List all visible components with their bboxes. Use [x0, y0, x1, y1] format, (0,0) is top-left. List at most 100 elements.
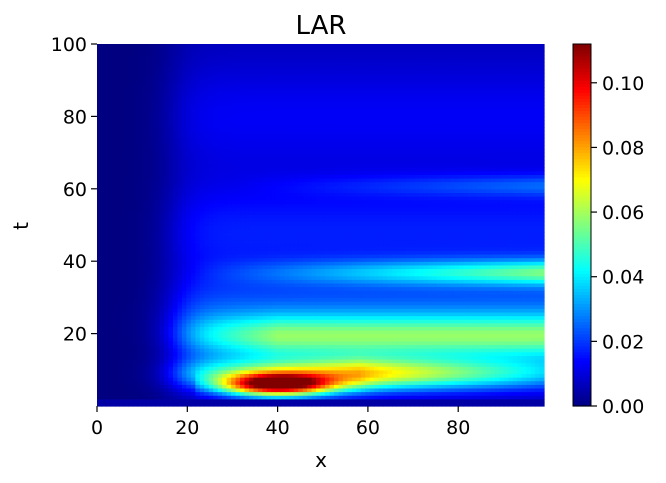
- heatmap-cell: [396, 257, 402, 262]
- heatmap-cell: [119, 290, 125, 295]
- heatmap-cell: [418, 395, 424, 400]
- heatmap-cell: [298, 243, 304, 248]
- heatmap-cell: [472, 333, 478, 338]
- heatmap-cell: [244, 391, 250, 396]
- heatmap-cell: [289, 355, 295, 360]
- heatmap-cell: [508, 272, 514, 277]
- heatmap-cell: [320, 290, 326, 295]
- heatmap-cell: [347, 322, 353, 327]
- heatmap-cell: [481, 304, 487, 309]
- heatmap-cell: [342, 348, 348, 353]
- heatmap-cell: [320, 282, 326, 288]
- heatmap-cell: [190, 243, 196, 248]
- heatmap-cell: [539, 257, 545, 262]
- heatmap-cell: [512, 275, 518, 280]
- heatmap-cell: [110, 246, 116, 251]
- heatmap-cell: [137, 344, 143, 349]
- heatmap-cell: [441, 282, 447, 288]
- heatmap-cell: [365, 308, 371, 313]
- heatmap-cell: [521, 315, 527, 320]
- heatmap-cell: [418, 344, 424, 349]
- heatmap-cell: [356, 380, 362, 385]
- heatmap-cell: [347, 243, 353, 248]
- heatmap-cell: [526, 322, 532, 327]
- heatmap-cell: [423, 250, 429, 255]
- heatmap-cell: [226, 358, 232, 364]
- heatmap-cell: [222, 362, 228, 367]
- heatmap-cell: [110, 239, 116, 244]
- heatmap-cell: [253, 329, 259, 335]
- heatmap-cell: [181, 279, 187, 284]
- heatmap-cell: [311, 257, 317, 262]
- heatmap-cell: [208, 308, 214, 313]
- heatmap-cell: [217, 395, 223, 400]
- heatmap-cell: [141, 358, 147, 364]
- heatmap-cell: [302, 319, 308, 324]
- heatmap-cell: [396, 344, 402, 349]
- heatmap-cell: [253, 326, 259, 331]
- heatmap-cell: [432, 246, 438, 251]
- heatmap-cell: [168, 272, 174, 277]
- heatmap-cell: [396, 398, 402, 403]
- heatmap-cell: [427, 311, 433, 317]
- heatmap-cell: [427, 322, 433, 327]
- heatmap-cell: [365, 348, 371, 353]
- heatmap-cell: [535, 246, 541, 251]
- heatmap-cell: [311, 308, 317, 313]
- heatmap-cell: [132, 261, 138, 266]
- heatmap-cell: [427, 398, 433, 403]
- heatmap-cell: [164, 279, 170, 284]
- heatmap-cell: [485, 402, 491, 407]
- heatmap-cell: [436, 253, 442, 259]
- heatmap-cell: [521, 250, 527, 255]
- heatmap-cell: [539, 380, 545, 385]
- heatmap-cell: [499, 358, 505, 364]
- heatmap-cell: [110, 329, 116, 335]
- heatmap-cell: [266, 402, 272, 407]
- heatmap-cell: [539, 308, 545, 313]
- heatmap-cell: [414, 384, 420, 389]
- heatmap-cell: [293, 264, 299, 270]
- heatmap-cell: [298, 239, 304, 244]
- heatmap-cell: [280, 286, 286, 291]
- heatmap-cell: [521, 398, 527, 403]
- heatmap-cell: [119, 253, 125, 259]
- heatmap-cell: [231, 333, 237, 338]
- heatmap-cell: [351, 358, 357, 364]
- heatmap-cell: [244, 304, 250, 309]
- heatmap-cell: [427, 329, 433, 335]
- heatmap-cell: [177, 286, 183, 291]
- heatmap-cell: [535, 384, 541, 389]
- heatmap-cell: [266, 228, 272, 233]
- heatmap-cell: [146, 398, 152, 403]
- heatmap-cell: [222, 235, 228, 241]
- heatmap-cell: [123, 315, 129, 320]
- heatmap-cell: [289, 315, 295, 320]
- heatmap-cell: [418, 282, 424, 288]
- heatmap-cell: [481, 290, 487, 295]
- heatmap-cell: [271, 377, 277, 382]
- heatmap-cell: [454, 329, 460, 335]
- heatmap-cell: [324, 319, 331, 324]
- heatmap-cell: [392, 366, 398, 371]
- heatmap-cell: [423, 301, 429, 306]
- heatmap-cell: [485, 391, 491, 396]
- heatmap-cell: [342, 395, 348, 400]
- heatmap-cell: [405, 326, 411, 331]
- heatmap-cell: [338, 235, 344, 241]
- heatmap-cell: [360, 315, 366, 320]
- heatmap-cell: [463, 311, 469, 317]
- heatmap-cell: [105, 235, 112, 241]
- heatmap-cell: [517, 290, 523, 295]
- heatmap-cell: [503, 351, 509, 356]
- heatmap-cell: [119, 387, 125, 393]
- heatmap-cell: [168, 391, 174, 396]
- heatmap-cell: [307, 228, 313, 233]
- heatmap-cell: [257, 380, 263, 385]
- heatmap-cell: [409, 235, 415, 241]
- heatmap-cell: [204, 282, 210, 288]
- heatmap-cell: [181, 308, 187, 313]
- heatmap-cell: [164, 275, 170, 280]
- heatmap-cell: [248, 402, 255, 407]
- heatmap-cell: [190, 355, 196, 360]
